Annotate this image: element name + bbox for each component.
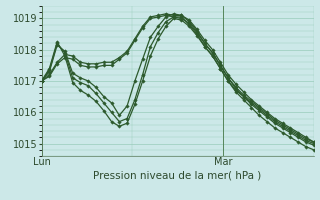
X-axis label: Pression niveau de la mer( hPa ): Pression niveau de la mer( hPa ) <box>93 170 262 180</box>
